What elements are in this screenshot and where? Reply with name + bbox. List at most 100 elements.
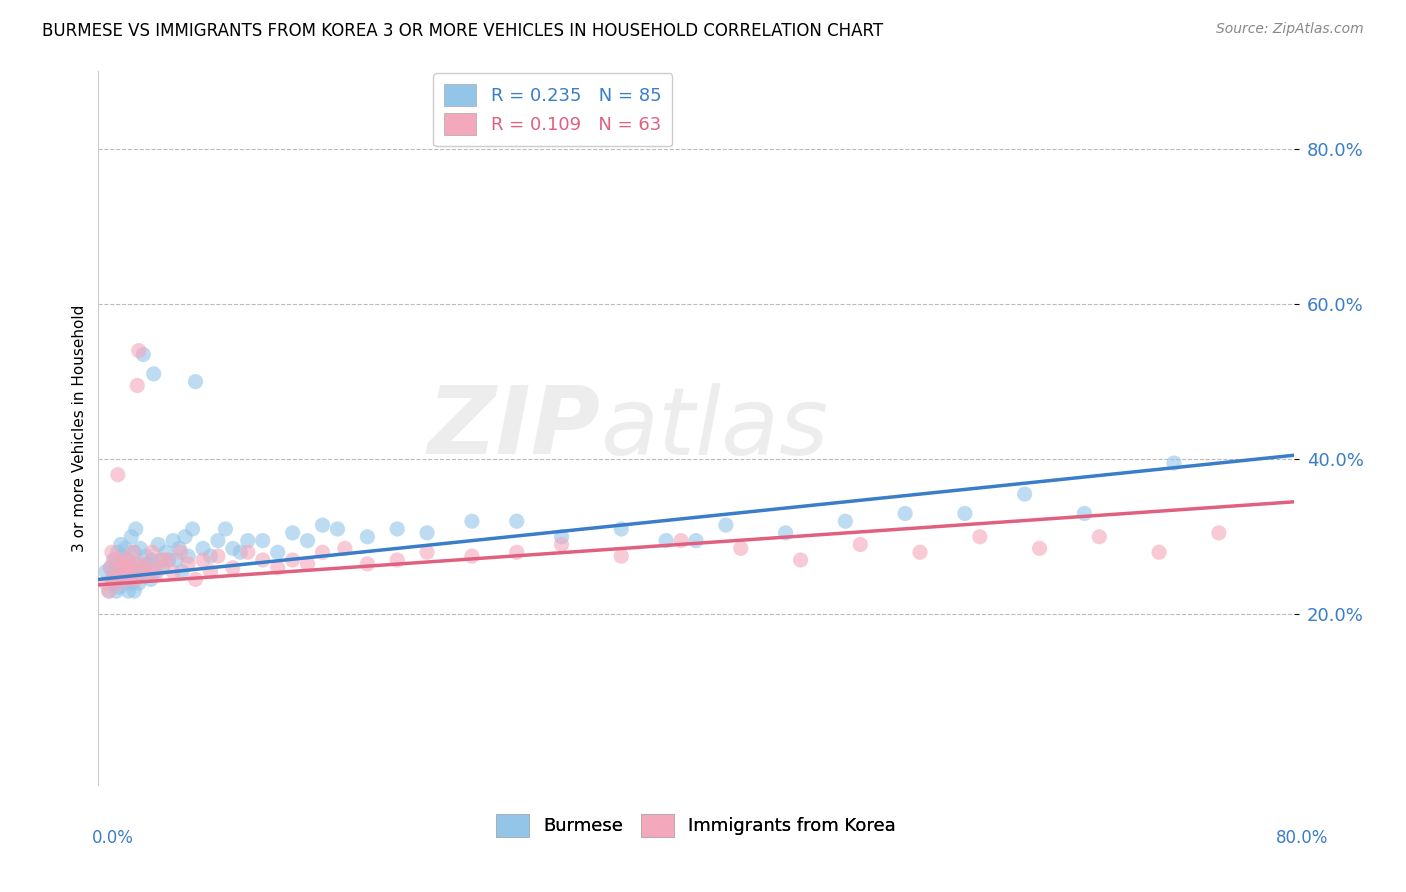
Point	[236, 533, 259, 548]
Point	[191, 553, 214, 567]
Point	[117, 573, 139, 587]
Point	[97, 584, 120, 599]
Point	[121, 561, 143, 575]
Point	[143, 568, 166, 582]
Point	[267, 561, 290, 575]
Point	[506, 514, 529, 528]
Point	[120, 530, 142, 544]
Point	[120, 576, 142, 591]
Point	[104, 553, 127, 567]
Point	[311, 518, 333, 533]
Point	[356, 530, 378, 544]
Point	[129, 541, 152, 556]
Point	[97, 584, 120, 599]
Text: ZIP: ZIP	[427, 382, 600, 475]
Point	[236, 545, 259, 559]
Point	[775, 525, 797, 540]
Point	[252, 533, 274, 548]
Point	[107, 568, 129, 582]
Point	[104, 565, 127, 579]
Point	[103, 573, 125, 587]
Point	[114, 541, 136, 556]
Point	[207, 549, 229, 563]
Point	[252, 553, 274, 567]
Point	[1028, 541, 1050, 556]
Point	[135, 549, 157, 563]
Point	[152, 553, 174, 567]
Point	[177, 549, 200, 563]
Point	[908, 545, 931, 559]
Point	[125, 573, 148, 587]
Point	[134, 565, 156, 579]
Point	[730, 541, 752, 556]
Point	[110, 537, 132, 551]
Point	[108, 580, 131, 594]
Point	[127, 378, 149, 392]
Point	[789, 553, 811, 567]
Point	[834, 514, 856, 528]
Point	[184, 573, 207, 587]
Point	[120, 568, 142, 582]
Point	[98, 561, 122, 575]
Point	[385, 553, 409, 567]
Point	[669, 533, 692, 548]
Point	[156, 553, 179, 567]
Point	[114, 576, 136, 591]
Point	[111, 549, 134, 563]
Point	[124, 584, 146, 599]
Point	[125, 522, 148, 536]
Point	[281, 553, 304, 567]
Point	[124, 557, 146, 571]
Point	[550, 537, 572, 551]
Point	[129, 561, 152, 575]
Point	[167, 541, 190, 556]
Point	[152, 561, 174, 575]
Point	[184, 375, 207, 389]
Point	[267, 545, 290, 559]
Point	[148, 561, 170, 575]
Point	[1163, 456, 1185, 470]
Point	[550, 530, 572, 544]
Point	[98, 561, 122, 575]
Text: Source: ZipAtlas.com: Source: ZipAtlas.com	[1216, 22, 1364, 37]
Point	[118, 568, 141, 582]
Point	[115, 553, 138, 567]
Point	[191, 541, 214, 556]
Point	[139, 573, 162, 587]
Text: BURMESE VS IMMIGRANTS FROM KOREA 3 OR MORE VEHICLES IN HOUSEHOLD CORRELATION CHA: BURMESE VS IMMIGRANTS FROM KOREA 3 OR MO…	[42, 22, 883, 40]
Point	[714, 518, 737, 533]
Point	[416, 545, 439, 559]
Text: atlas: atlas	[600, 383, 828, 474]
Point	[121, 545, 143, 559]
Point	[165, 553, 187, 567]
Point	[105, 584, 128, 599]
Point	[128, 343, 150, 358]
Point	[326, 522, 349, 536]
Point	[101, 545, 124, 559]
Point	[103, 576, 125, 591]
Point	[461, 514, 484, 528]
Point	[953, 507, 976, 521]
Point	[112, 568, 135, 582]
Point	[311, 545, 333, 559]
Point	[135, 568, 157, 582]
Point	[112, 557, 135, 571]
Point	[105, 568, 128, 582]
Point	[969, 530, 991, 544]
Point	[124, 545, 146, 559]
Point	[506, 545, 529, 559]
Point	[148, 537, 170, 551]
Point	[142, 367, 165, 381]
Point	[94, 576, 117, 591]
Point	[111, 561, 134, 575]
Point	[1147, 545, 1170, 559]
Point	[849, 537, 872, 551]
Point	[181, 522, 204, 536]
Point	[105, 557, 128, 571]
Point	[115, 565, 138, 579]
Point	[114, 561, 136, 575]
Point	[297, 533, 319, 548]
Point	[229, 545, 252, 559]
Point	[128, 576, 150, 591]
Point	[416, 525, 439, 540]
